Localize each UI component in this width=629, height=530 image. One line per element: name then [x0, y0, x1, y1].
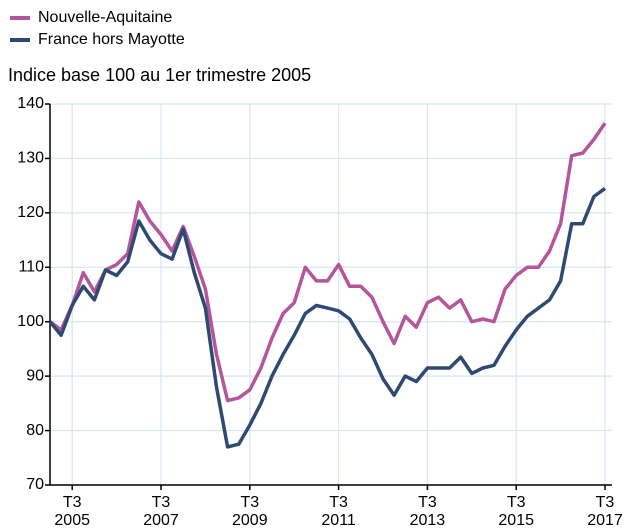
chart-subtitle: Indice base 100 au 1er trimestre 2005 — [8, 65, 311, 85]
x-tick-label: T3 2015 — [498, 494, 534, 529]
x-tick-label-line: 2013 — [410, 512, 446, 529]
x-tick-label-line: 2005 — [54, 512, 90, 529]
x-tick-label: T3 2007 — [143, 494, 179, 529]
x-tick-label: T3 2009 — [232, 494, 268, 529]
x-tick-label-line: T3 — [240, 494, 259, 511]
y-tick-label: 110 — [18, 259, 44, 276]
y-tick-label: 80 — [26, 422, 44, 439]
x-tick-label-line: 2007 — [143, 512, 179, 529]
y-tick-label: 90 — [26, 367, 44, 384]
legend-label: France hors Mayotte — [38, 31, 185, 48]
legend-label: Nouvelle-Aquitaine — [38, 9, 172, 26]
x-tick-label-line: T3 — [63, 494, 82, 511]
x-tick-label-line: T3 — [329, 494, 348, 511]
x-tick-label-line: 2015 — [498, 512, 534, 529]
x-tick-label-line: 2011 — [321, 512, 356, 529]
x-tick-label-line: T3 — [418, 494, 437, 511]
x-tick-label: T3 2013 — [410, 494, 446, 529]
x-tick-label-line: T3 — [152, 494, 171, 511]
y-tick-label: 130 — [17, 150, 44, 167]
x-tick-label: T3 2011 — [321, 494, 356, 529]
x-tick-label-line: T3 — [507, 494, 526, 511]
y-tick-label: 120 — [17, 204, 44, 221]
series-line — [48, 122, 607, 403]
y-tick-label: 100 — [17, 313, 44, 330]
x-tick-label: T3 2005 — [54, 494, 90, 529]
y-tick-label: 140 — [17, 95, 44, 112]
x-tick-label-line: 2017 — [587, 512, 623, 529]
x-tick-label: T3 2017 — [587, 494, 623, 529]
x-tick-label-line: 2009 — [232, 512, 268, 529]
y-tick-label: 70 — [26, 476, 44, 493]
x-tick-label-line: T3 — [596, 494, 615, 511]
series-line — [48, 186, 607, 449]
